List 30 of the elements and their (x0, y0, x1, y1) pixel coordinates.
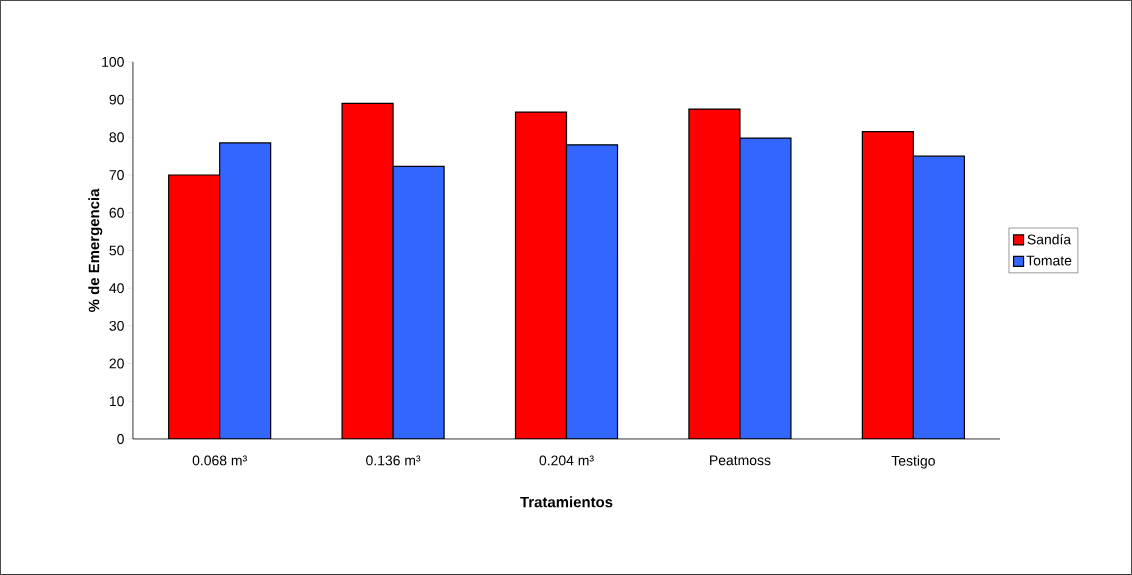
bar (566, 144, 618, 440)
bar (515, 112, 567, 440)
y-tick-label: 30 (109, 320, 124, 331)
y-axis-title: % de Emergencia (88, 188, 103, 312)
bar (393, 166, 445, 440)
bar (861, 131, 914, 440)
y-tick-label: 60 (109, 207, 124, 218)
legend-label: Sandía (1027, 234, 1072, 245)
legend-label: Tomate (1026, 255, 1072, 266)
x-tick-label: 0.204 m³ (539, 455, 594, 466)
y-tick-label: 70 (109, 170, 124, 181)
x-axis-title: Tratamientos (520, 496, 613, 508)
bar (739, 138, 791, 440)
x-tick-label: Peatmoss (710, 455, 771, 466)
y-tick-label: 10 (109, 396, 124, 407)
bar (342, 103, 394, 440)
bar (688, 109, 740, 440)
y-tick-label: 50 (109, 245, 124, 256)
bar (168, 175, 220, 440)
x-tick-label: Testigo (891, 455, 935, 469)
bar (912, 155, 965, 440)
y-tick-label: 80 (109, 132, 124, 143)
y-tick-label: 40 (109, 283, 124, 294)
y-tick-label: 20 (109, 358, 124, 369)
x-tick-label: 0.068 m³ (192, 455, 247, 466)
bar (219, 143, 271, 440)
y-tick-label: 0 (117, 434, 124, 444)
y-tick-label: 100 (102, 56, 124, 67)
y-tick-label: 90 (109, 94, 124, 105)
x-tick-label: 0.136 m³ (366, 455, 421, 466)
